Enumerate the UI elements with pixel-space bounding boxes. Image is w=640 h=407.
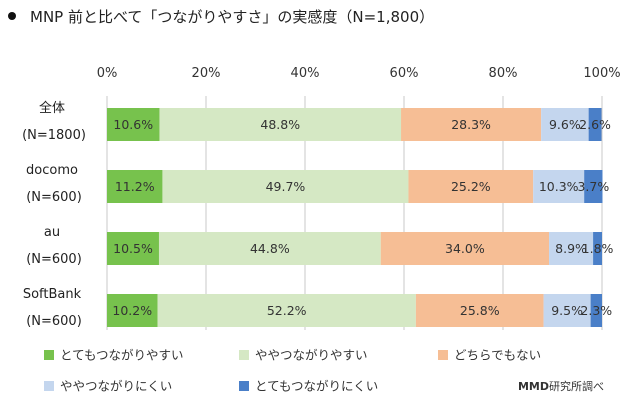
bar-segment bbox=[415, 294, 544, 327]
category-label: 全体 bbox=[39, 100, 65, 116]
credit-brand: MMD bbox=[517, 380, 549, 393]
x-tick-label: 40% bbox=[291, 66, 320, 81]
bar-segments: 10.6% 48.8% 28.3% 9.6%2.6% 11.2% 49.7% 25.2% 10… bbox=[107, 108, 614, 327]
bar-segment bbox=[584, 170, 603, 203]
category-label: SoftBank bbox=[23, 287, 82, 302]
bar-segment bbox=[107, 170, 163, 203]
category-n-label: (N=1800) bbox=[22, 128, 86, 143]
category-n-label: (N=600) bbox=[26, 190, 82, 205]
bar-segment bbox=[533, 170, 585, 203]
bar-segment bbox=[590, 294, 602, 327]
legend-label: とてもつながりにくい bbox=[255, 379, 378, 394]
x-tick-label: 80% bbox=[489, 66, 518, 81]
bar-segment bbox=[107, 232, 159, 265]
data-label: 10.3% bbox=[539, 179, 579, 194]
data-label: 25.2% bbox=[451, 179, 491, 194]
data-label: 8.9% bbox=[555, 241, 587, 256]
legend-swatch bbox=[438, 350, 448, 360]
title-bullet-icon bbox=[8, 11, 16, 20]
legend-swatch bbox=[44, 381, 54, 391]
legend-label: とてもつながりやすい bbox=[60, 348, 184, 363]
bar-segment bbox=[159, 108, 402, 141]
data-label: 11.2% bbox=[115, 179, 155, 194]
chart-title: MNP 前と比べて「つながりやすさ」の実感度（N=1,800） bbox=[30, 8, 435, 26]
category-n-label: (N=600) bbox=[26, 252, 82, 267]
category-label: docomo bbox=[26, 163, 78, 178]
data-label: 49.7% bbox=[266, 179, 306, 194]
bar-segment bbox=[588, 108, 602, 141]
x-tick-label: 0% bbox=[97, 66, 118, 81]
data-label: 52.2% bbox=[267, 303, 307, 318]
data-label: 9.6% bbox=[549, 117, 581, 132]
legend-swatch bbox=[239, 381, 249, 391]
x-tick-label: 100% bbox=[583, 66, 620, 81]
bar-segment bbox=[380, 232, 550, 265]
data-label: 9.5% bbox=[551, 303, 583, 318]
legend-label: ややつながりやすい bbox=[255, 348, 368, 363]
data-label: 2.6% bbox=[579, 117, 611, 132]
category-n-label: (N=600) bbox=[26, 314, 82, 329]
data-label: 2.3% bbox=[580, 303, 612, 318]
bar-segment bbox=[543, 294, 591, 327]
bar-segment bbox=[593, 232, 602, 265]
data-label: 10.2% bbox=[112, 303, 152, 318]
data-label: 1.8% bbox=[582, 241, 614, 256]
data-label: 10.6% bbox=[113, 117, 153, 132]
category-label: au bbox=[44, 225, 60, 240]
chart-title-row: MNP 前と比べて「つながりやすさ」の実感度（N=1,800） bbox=[8, 6, 434, 27]
data-label: 28.3% bbox=[451, 117, 491, 132]
bar-segment bbox=[107, 108, 160, 141]
data-label: 48.8% bbox=[260, 117, 300, 132]
data-label: 10.5% bbox=[113, 241, 153, 256]
x-tick-label: 20% bbox=[192, 66, 221, 81]
bar-segment bbox=[541, 108, 589, 141]
x-axis-ticks: 0% 20% 40% 60% 80% 100% bbox=[97, 66, 621, 81]
bar-segment bbox=[162, 170, 409, 203]
data-label: 44.8% bbox=[250, 241, 290, 256]
bar-segment bbox=[158, 232, 381, 265]
x-tick-label: 60% bbox=[390, 66, 419, 81]
legend-label: ややつながりにくい bbox=[60, 379, 172, 394]
bar-segment bbox=[408, 170, 534, 203]
bar-segment bbox=[107, 294, 158, 327]
bar-segment bbox=[401, 108, 542, 141]
data-label: 34.0% bbox=[445, 241, 485, 256]
source-credit: MMD研究所調べ bbox=[518, 378, 604, 394]
legend-swatch bbox=[239, 350, 249, 360]
legend-label: どちらでもない bbox=[454, 348, 541, 363]
data-label: 3.7% bbox=[577, 179, 609, 194]
credit-suffix: 研究所調べ bbox=[549, 380, 604, 393]
bar-segment bbox=[549, 232, 594, 265]
legend-swatch bbox=[44, 350, 54, 360]
data-label: 25.8% bbox=[460, 303, 500, 318]
bar-segment bbox=[157, 294, 416, 327]
category-labels: 全体 (N=1800) docomo (N=600) au (N=600) SoftBank… bbox=[22, 100, 86, 329]
